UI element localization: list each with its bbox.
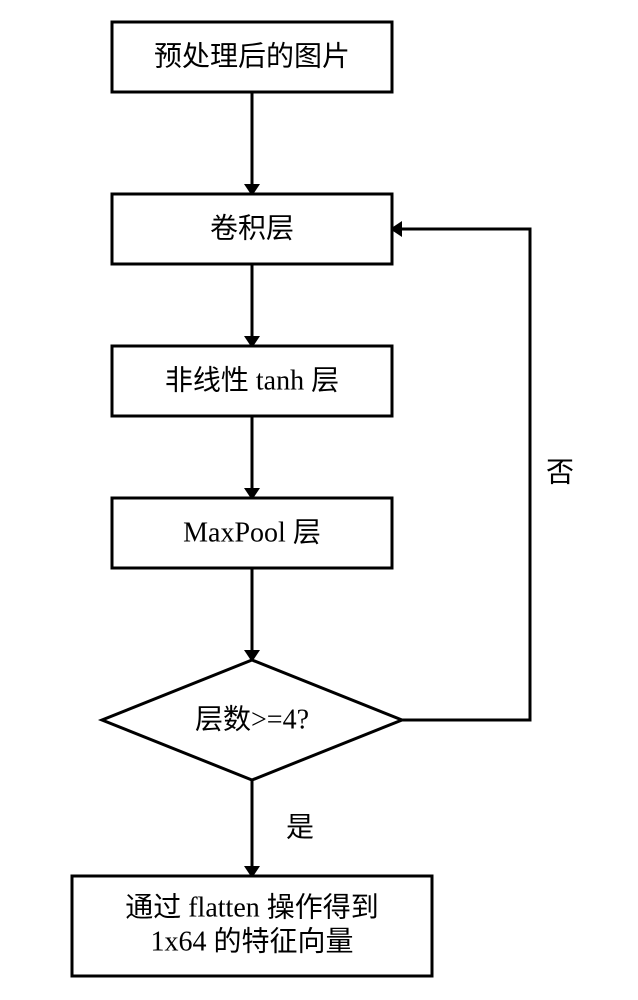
- node-n6-line1: 通过 flatten 操作得到: [125, 891, 379, 923]
- node-n3-label: 非线性 tanh 层: [165, 364, 339, 396]
- node-n5: 层数>=4?: [102, 660, 402, 780]
- node-n2: 卷积层: [112, 194, 392, 264]
- edge-label-no: 否: [546, 457, 574, 488]
- node-n4: MaxPool 层: [112, 498, 392, 568]
- node-n2-label: 卷积层: [210, 212, 294, 244]
- node-n1-label: 预处理后的图片: [154, 40, 350, 72]
- node-n6: 通过 flatten 操作得到 1x64 的特征向量: [72, 876, 432, 976]
- flowchart-canvas: 是 否 预处理后的图片 卷积层 非线性 tanh 层 MaxPool 层 层数>…: [0, 0, 638, 1000]
- edge-label-yes: 是: [286, 812, 314, 843]
- node-n5-label: 层数>=4?: [195, 703, 309, 735]
- node-n1: 预处理后的图片: [112, 22, 392, 92]
- node-n3: 非线性 tanh 层: [112, 346, 392, 416]
- edge-n5-n2-loop: [392, 229, 530, 720]
- node-n6-line2: 1x64 的特征向量: [150, 925, 353, 957]
- node-n4-label: MaxPool 层: [183, 517, 321, 548]
